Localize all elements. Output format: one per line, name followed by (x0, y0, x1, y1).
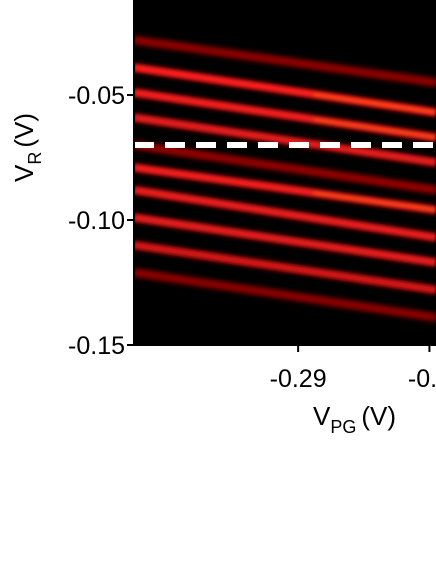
ticks-layer: -0.05 -0.10 -0.15 -0.29 -0.2 (68, 82, 436, 393)
x-tick-label-1: -0.29 (270, 365, 327, 393)
band-1 (134, 33, 436, 90)
x-tick-label-2: -0.2 (408, 365, 436, 393)
band-2 (134, 60, 436, 120)
band-7 (134, 183, 436, 245)
band-8 (134, 210, 436, 270)
bands-layer (134, 33, 436, 325)
band-6 (134, 160, 436, 217)
band-3 (134, 85, 436, 145)
band-4 (134, 110, 436, 170)
x-axis-label: VPG (V) (313, 401, 396, 437)
y-axis-label: VR(V) (9, 113, 45, 182)
y-tick-label-2: -0.10 (68, 207, 125, 235)
band-5 (134, 138, 436, 197)
band-9 (134, 238, 436, 297)
y-tick-label-1: -0.05 (68, 82, 125, 110)
y-tick-label-3: -0.15 (68, 332, 125, 360)
band-10 (134, 265, 436, 325)
